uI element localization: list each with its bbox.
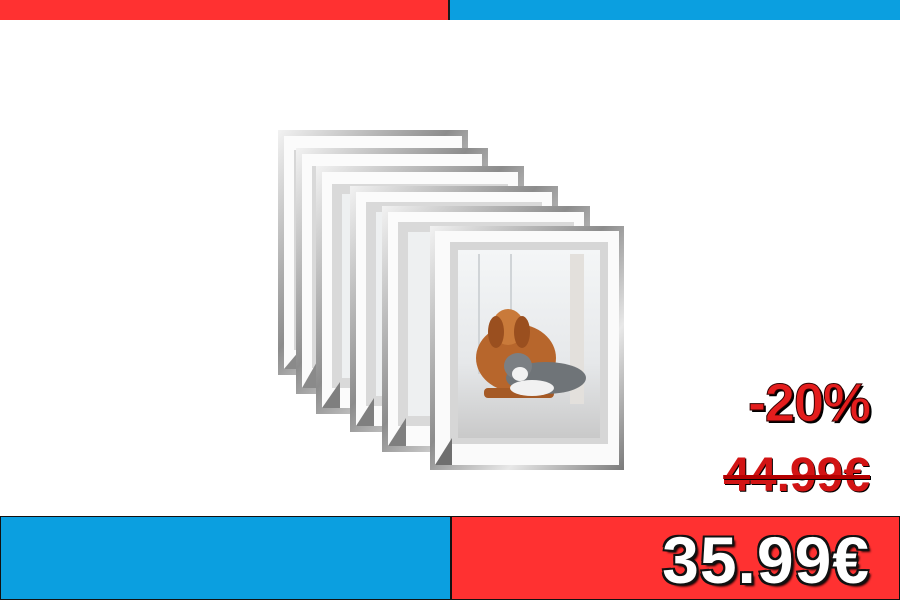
top-bar-red-segment: [0, 0, 448, 20]
new-price: 35.99€: [662, 523, 870, 597]
bottom-bar-red-segment: [451, 516, 900, 600]
bottom-bar-blue-segment: [0, 516, 451, 600]
frame-front: [430, 226, 624, 470]
bottom-color-bar: [0, 516, 900, 600]
top-bar-blue-segment: [450, 0, 900, 20]
top-bar-divider: [448, 0, 450, 20]
product-image: [270, 120, 630, 480]
photo-frames-set-icon: [278, 130, 624, 470]
top-color-bar: [0, 0, 900, 20]
old-price: 44.99€: [723, 449, 870, 502]
discount-badge: -20%: [747, 373, 871, 434]
